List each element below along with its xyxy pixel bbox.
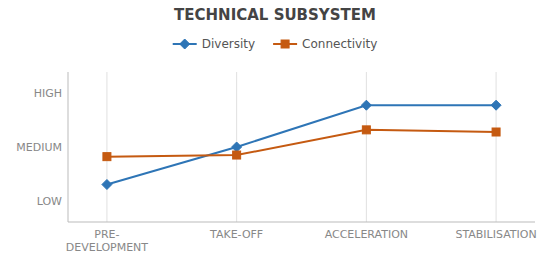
y-tick-label: LOW [37,195,62,208]
series-marker [362,126,370,134]
x-tick-label: STABILISATION [455,228,536,241]
x-tick-label-line: DEVELOPMENT [66,241,149,254]
x-tick-label: ACCELERATION [325,228,408,241]
legend: Diversity Connectivity [173,37,378,51]
title: TECHNICAL SUBSYSTEM [174,6,376,24]
legend-label: Diversity [202,37,255,51]
x-axis [68,222,535,223]
grid-line [106,72,107,222]
legend-marker [281,40,289,48]
series-marker [102,180,112,190]
series-marker [361,100,371,110]
y-tick-label: HIGH [34,87,62,100]
x-tick-label-line: TAKE-OFF [209,228,263,241]
legend-item: Diversity [173,37,255,51]
series-marker [233,151,241,159]
legend-item: Connectivity [273,37,377,51]
y-tick-label: MEDIUM [16,141,62,154]
chart: TECHNICAL SUBSYSTEM LOW MEDIUM HIGH PRE-DEVE… [0,0,550,275]
series-marker [491,100,501,110]
series-line [107,130,496,157]
y-axis [68,72,69,222]
x-tick-label-line: PRE- [94,228,119,241]
legend-label: Connectivity [302,37,377,51]
plot-area [102,100,501,189]
series-line [107,105,496,184]
x-tick-label-line: STABILISATION [455,228,536,241]
x-tick-label-line: ACCELERATION [325,228,408,241]
series-marker [492,128,500,136]
series-marker [232,142,242,152]
x-tick-label: PRE-DEVELOPMENT [66,228,149,254]
series-marker [103,153,111,161]
grid-line [496,72,497,222]
legend-marker [180,39,190,49]
x-tick-label: TAKE-OFF [209,228,263,241]
grid-line [366,72,367,222]
